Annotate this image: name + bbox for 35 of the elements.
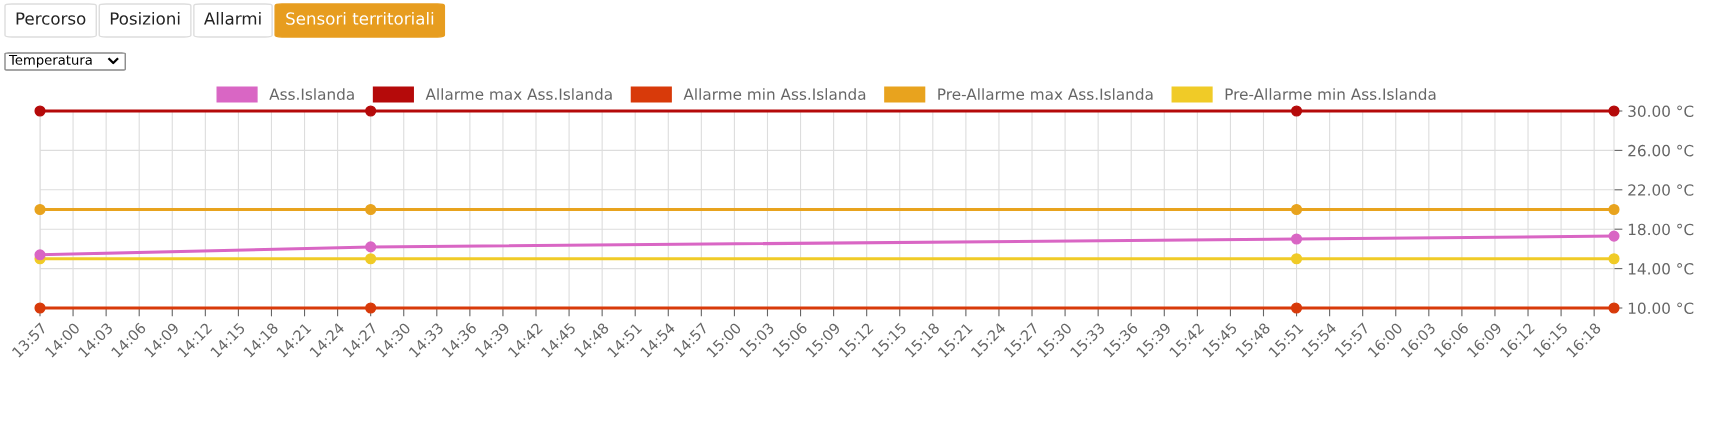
point	[1608, 203, 1620, 216]
text: Temperatura	[8, 55, 92, 68]
legend-label: Pre-Allarme max Ass.Islanda	[938, 88, 1153, 100]
legend-label: Ass.Islanda	[269, 88, 354, 100]
point	[34, 249, 46, 261]
legend-label: Allarme max Ass.Islanda	[425, 88, 612, 100]
point	[365, 241, 377, 253]
text: Percorso	[16, 12, 86, 25]
point	[1290, 105, 1303, 117]
point	[1608, 302, 1620, 314]
point	[365, 203, 377, 216]
point	[1290, 253, 1303, 265]
point	[1608, 105, 1620, 117]
point	[34, 105, 46, 117]
point	[34, 203, 46, 216]
point	[365, 105, 377, 117]
y-tick-label: 14.00 °C	[1628, 263, 1694, 275]
point	[34, 302, 46, 314]
legend-label: Pre-Allarme min Ass.Islanda	[1225, 88, 1436, 100]
legend-label: Allarme min Ass.Islanda	[683, 88, 866, 100]
point	[1290, 203, 1303, 216]
point	[1608, 253, 1620, 265]
text: Sensori territoriali	[286, 11, 434, 25]
point	[1290, 233, 1303, 245]
point	[1290, 302, 1303, 314]
point	[365, 302, 377, 314]
y-tick-label: 22.00 °C	[1628, 184, 1694, 196]
point	[1608, 230, 1620, 242]
text: Posizioni	[110, 11, 180, 25]
y-tick-label: 26.00 °C	[1628, 144, 1694, 157]
y-tick-label: 18.00 °C	[1628, 223, 1694, 236]
text: Allarmi	[204, 11, 261, 25]
y-tick-label: 30.00 °C	[1628, 105, 1694, 118]
y-tick-label: 10.00 °C	[1628, 302, 1694, 315]
point	[365, 253, 377, 265]
